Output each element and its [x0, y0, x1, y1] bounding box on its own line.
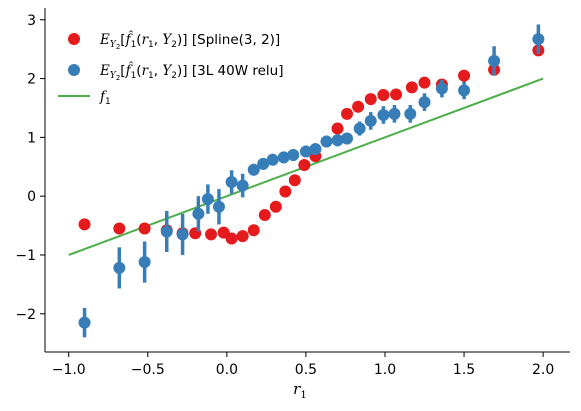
spline-point	[247, 224, 260, 237]
spline-point	[236, 230, 249, 243]
relu-point	[277, 151, 290, 164]
spline-point	[269, 200, 282, 213]
relu-point	[257, 157, 270, 170]
relu-point	[488, 54, 501, 67]
legend-label-spline: EY2[f̂1(r1, Y2)] [Spline(3, 2)]	[99, 31, 280, 51]
x-axis-label: r1	[293, 380, 307, 401]
x-tick-label: 0.5	[295, 362, 317, 378]
spline-point	[225, 232, 238, 245]
spline-point	[418, 76, 431, 89]
relu-point	[225, 176, 238, 189]
legend-label-f1-main: f	[99, 89, 107, 105]
spline-point	[458, 69, 471, 82]
spline-point	[331, 122, 344, 135]
relu-point	[247, 163, 260, 176]
blue-series-layer	[78, 24, 545, 338]
x-tick-label: 1.5	[453, 362, 475, 378]
x-tick-label: 1.0	[374, 362, 396, 378]
relu-point	[138, 256, 151, 269]
y-tick-label: 2	[27, 72, 36, 88]
spline-point	[390, 88, 403, 101]
relu-point	[341, 132, 354, 145]
spline-point	[138, 222, 151, 235]
relu-point	[192, 207, 205, 220]
spline-point	[298, 159, 311, 172]
legend: EY2[f̂1(r1, Y2)] [Spline(3, 2)] EY2[f̂1(…	[58, 31, 283, 107]
relu-point	[532, 33, 545, 46]
spline-point	[364, 93, 377, 106]
legend-label-relu: EY2[f̂1(r1, Y2)] [3L 40W relu]	[99, 62, 283, 82]
relu-point	[364, 114, 377, 127]
relu-point	[266, 153, 279, 166]
spline-point	[288, 174, 301, 187]
x-ticks: −1.0 −0.5 0.0 0.5 1.0 1.5 2.0	[52, 352, 554, 378]
x-tick-label: −0.5	[131, 362, 165, 378]
relu-point	[404, 107, 417, 120]
x-axis-label-sub: 1	[300, 389, 307, 401]
legend-marker-spline	[68, 33, 80, 45]
legend-label-f1-sub: 1	[105, 97, 111, 107]
spline-point	[377, 89, 390, 102]
relu-point	[320, 135, 333, 148]
relu-point	[236, 179, 249, 192]
spline-point	[341, 107, 354, 120]
relu-point	[78, 316, 91, 329]
x-tick-label: 2.0	[532, 362, 554, 378]
spline-point	[258, 208, 271, 221]
spline-point	[78, 218, 91, 231]
legend-label-spline-text: [Spline(3, 2)]	[192, 32, 280, 48]
y-tick-label: −2	[15, 307, 36, 323]
x-tick-label: 0.0	[216, 362, 238, 378]
relu-point	[331, 134, 344, 147]
relu-point	[458, 84, 471, 97]
x-tick-label: −1.0	[52, 362, 86, 378]
y-tick-label: 3	[27, 13, 36, 29]
relu-point	[299, 145, 312, 158]
y-ticks: −2 −1 0 1 2 3	[15, 13, 45, 323]
y-tick-label: 1	[27, 130, 36, 146]
relu-point	[287, 149, 300, 162]
relu-point	[309, 143, 322, 156]
legend-marker-relu	[68, 64, 80, 76]
legend-label-f1: f1	[99, 89, 111, 107]
relu-point	[388, 107, 401, 120]
spline-point	[113, 222, 126, 235]
spline-point	[405, 81, 418, 94]
relu-point	[377, 109, 390, 122]
relu-point	[212, 200, 225, 213]
relu-point	[201, 193, 214, 206]
relu-point	[435, 82, 448, 95]
relu-point	[418, 96, 431, 109]
relu-point	[353, 122, 366, 135]
spline-point	[205, 228, 218, 241]
spline-point	[352, 100, 365, 113]
x-axis-label-main: r	[293, 380, 301, 398]
y-tick-label: −1	[15, 248, 36, 264]
legend-label-relu-text: [3L 40W relu]	[192, 63, 284, 79]
spline-point	[279, 185, 292, 198]
y-tick-label: 0	[27, 189, 36, 205]
relu-point	[113, 261, 126, 274]
relu-point	[160, 225, 173, 238]
relu-point	[176, 228, 189, 241]
